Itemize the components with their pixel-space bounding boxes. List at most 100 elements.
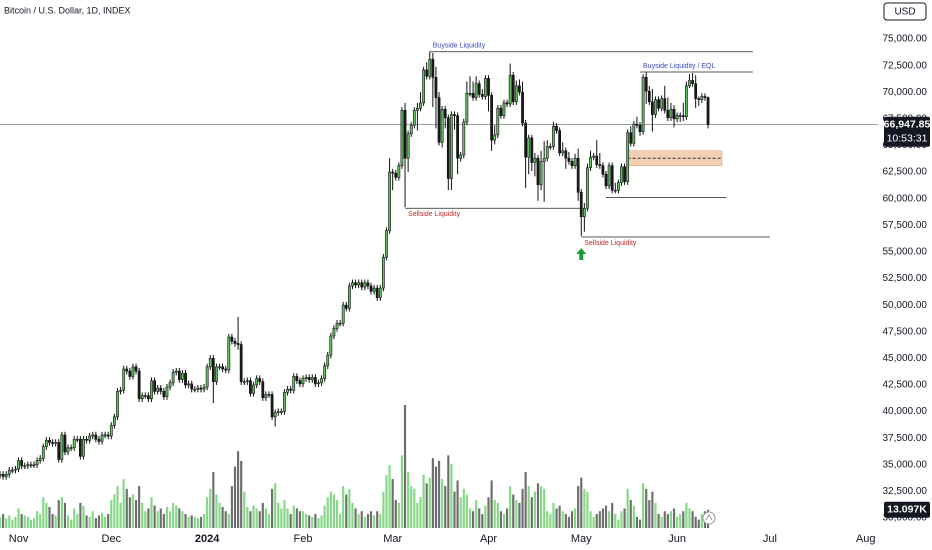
candle-body — [109, 425, 113, 437]
volume-bar — [475, 500, 478, 528]
settings-icon[interactable] — [702, 511, 716, 525]
candle-body — [697, 98, 701, 100]
volume-bar — [165, 507, 169, 528]
volume-bar — [57, 500, 60, 528]
candle-body — [289, 388, 293, 391]
volume-bar — [611, 502, 614, 528]
candle-body — [363, 282, 367, 288]
candle-body — [567, 157, 571, 162]
candle-body — [4, 474, 8, 477]
candle-body — [10, 469, 14, 472]
volume-bar — [385, 474, 388, 528]
volume-bar — [555, 508, 558, 528]
volume-bar — [468, 508, 472, 528]
volume-bar — [700, 514, 703, 528]
candle-body — [113, 416, 116, 426]
candle-body — [400, 110, 404, 166]
y-tick-label: 47,500.00 — [883, 326, 928, 337]
volume-bar — [682, 511, 685, 528]
volume-bar — [267, 514, 271, 528]
candle-body — [286, 388, 289, 393]
volume-bar — [14, 516, 17, 528]
candle-body — [264, 394, 268, 399]
candle-body — [688, 80, 691, 87]
candle-body — [450, 114, 453, 179]
candle-body — [23, 465, 27, 468]
volume-bar — [17, 508, 20, 528]
candle-body — [205, 366, 209, 388]
candle-body — [620, 166, 623, 184]
volume-bar — [527, 486, 530, 528]
volume-bar — [261, 502, 264, 528]
volume-bar — [382, 491, 385, 528]
candle-body — [419, 102, 422, 109]
candle-body — [187, 383, 190, 386]
candle-body — [425, 69, 429, 77]
volume-bar — [357, 514, 360, 528]
volume-bar — [620, 511, 623, 528]
candle-body — [548, 146, 552, 148]
volume-bar — [187, 516, 190, 528]
volume-bar — [363, 516, 366, 528]
volume-bar — [73, 508, 76, 528]
candle-body — [564, 150, 568, 159]
volume-bar — [181, 511, 184, 528]
volume-bar — [431, 458, 434, 528]
liquidity-label: Buyside Liquidity / EQL — [643, 63, 715, 70]
volume-bar — [407, 472, 410, 528]
volume-bar — [462, 488, 465, 528]
y-tick-label: 70,000.00 — [883, 87, 928, 98]
volume-bar — [60, 497, 63, 528]
volume-bar — [196, 518, 199, 528]
volume-bar — [666, 514, 669, 528]
volume-bar — [8, 515, 11, 528]
candle-body — [147, 395, 150, 400]
settings-icon-glyph — [705, 514, 713, 521]
candle-body — [459, 154, 463, 159]
volume-bar — [274, 483, 277, 528]
candle-body — [706, 97, 710, 126]
candle-body — [654, 99, 657, 115]
candle-body — [391, 171, 395, 174]
volume-bar — [289, 514, 292, 528]
volume-bar — [271, 488, 274, 528]
volume-bar — [354, 508, 357, 528]
volume-bar — [150, 497, 153, 528]
volume-bar — [221, 507, 224, 528]
volume-bar — [434, 466, 438, 528]
candle-body — [140, 395, 144, 400]
candle-body — [644, 77, 648, 92]
candle-body — [177, 370, 181, 380]
volume-bar — [360, 511, 363, 528]
candle-body — [181, 372, 184, 380]
candle-body — [29, 464, 33, 467]
volume-bar — [79, 502, 82, 528]
volume-bar — [230, 486, 233, 528]
volume-bar — [487, 497, 490, 528]
price-axis-bg — [878, 0, 932, 530]
candle-body — [582, 207, 586, 218]
candle-body — [493, 134, 497, 141]
volume-bar — [215, 494, 218, 528]
candle-body — [292, 376, 296, 391]
candle-body — [94, 434, 98, 440]
currency-button[interactable] — [883, 2, 927, 21]
candle-body — [354, 282, 357, 286]
candle-body — [184, 372, 187, 386]
y-tick-label: 37,500.00 — [883, 433, 928, 444]
candle-body — [576, 157, 580, 193]
candle-body — [613, 189, 617, 192]
volume-bar — [580, 477, 583, 528]
volume-bar — [589, 511, 592, 528]
volume-bar — [264, 508, 267, 528]
volume-bar — [428, 477, 431, 528]
candle-body — [156, 387, 160, 392]
volume-bar — [490, 480, 493, 528]
candle-body — [530, 137, 534, 163]
volume-bar — [97, 515, 101, 528]
candle-body — [143, 395, 147, 397]
volume-bar — [688, 508, 691, 528]
candle-body — [610, 165, 614, 191]
volume-bar — [11, 519, 14, 528]
candle-body — [196, 387, 200, 390]
